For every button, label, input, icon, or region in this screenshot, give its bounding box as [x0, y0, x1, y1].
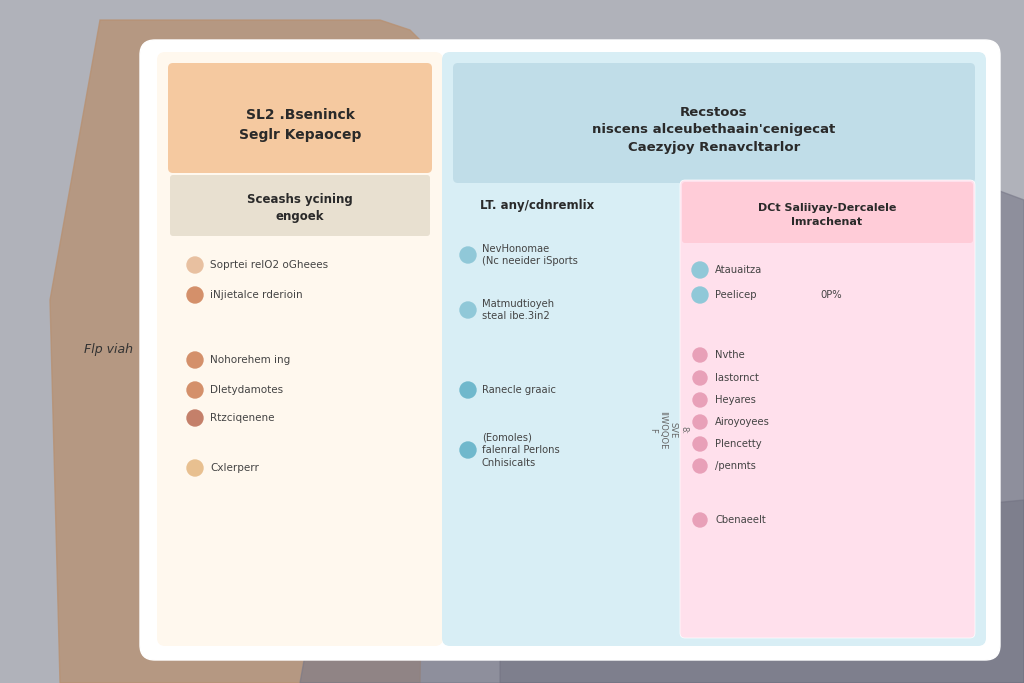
- Circle shape: [460, 302, 476, 318]
- Circle shape: [693, 415, 707, 429]
- Text: Recstoos
niscens alceubethaain'cenigecat
Caezyjoy Renavcltarlor: Recstoos niscens alceubethaain'cenigecat…: [592, 105, 836, 154]
- Circle shape: [692, 287, 708, 303]
- Text: LT. any/cdnremlix: LT. any/cdnremlix: [480, 199, 594, 212]
- Circle shape: [187, 352, 203, 368]
- Circle shape: [460, 382, 476, 398]
- Circle shape: [187, 460, 203, 476]
- Text: iNjietalce rderioin: iNjietalce rderioin: [210, 290, 303, 300]
- Circle shape: [187, 257, 203, 273]
- Text: DCt Saliiyay-Dercalele
Imrachenat: DCt Saliiyay-Dercalele Imrachenat: [758, 204, 896, 227]
- Text: Heyares: Heyares: [715, 395, 756, 405]
- Text: Nvthe: Nvthe: [715, 350, 744, 360]
- Polygon shape: [500, 500, 1024, 683]
- Circle shape: [693, 393, 707, 407]
- Polygon shape: [300, 80, 1024, 683]
- Text: Atauaitza: Atauaitza: [715, 265, 762, 275]
- Circle shape: [692, 262, 708, 278]
- Circle shape: [187, 410, 203, 426]
- Polygon shape: [50, 20, 430, 683]
- Text: Nohorehem ing: Nohorehem ing: [210, 355, 290, 365]
- FancyBboxPatch shape: [453, 63, 975, 183]
- Text: Rtzciqenene: Rtzciqenene: [210, 413, 274, 423]
- Circle shape: [187, 287, 203, 303]
- Text: 0P%: 0P%: [820, 290, 842, 300]
- Text: (Eomoles)
falenral Perlons
Cnhisicalts: (Eomoles) falenral Perlons Cnhisicalts: [482, 432, 560, 468]
- Text: Cbenaeelt: Cbenaeelt: [715, 515, 766, 525]
- FancyBboxPatch shape: [170, 175, 430, 236]
- Text: Matmudtioyeh
steal ibe.3in2: Matmudtioyeh steal ibe.3in2: [482, 298, 554, 322]
- Text: Peelicep: Peelicep: [715, 290, 757, 300]
- Text: Dletydamotes: Dletydamotes: [210, 385, 283, 395]
- FancyBboxPatch shape: [157, 52, 443, 646]
- Text: Cxlerperr: Cxlerperr: [210, 463, 259, 473]
- Circle shape: [693, 459, 707, 473]
- FancyBboxPatch shape: [680, 180, 975, 638]
- Circle shape: [187, 382, 203, 398]
- Circle shape: [693, 513, 707, 527]
- FancyBboxPatch shape: [168, 63, 432, 173]
- Circle shape: [460, 442, 476, 458]
- Circle shape: [693, 371, 707, 385]
- FancyBboxPatch shape: [140, 40, 1000, 660]
- Text: Flp viah: Flp viah: [84, 344, 132, 357]
- Circle shape: [693, 437, 707, 451]
- FancyBboxPatch shape: [682, 182, 973, 243]
- Text: Plencetty: Plencetty: [715, 439, 762, 449]
- Text: Ranecle graaic: Ranecle graaic: [482, 385, 556, 395]
- Circle shape: [693, 348, 707, 362]
- Text: 8:
SVE
IIWOQOE
F: 8: SVE IIWOQOE F: [648, 410, 688, 449]
- Text: /penmts: /penmts: [715, 461, 756, 471]
- Text: lastornct: lastornct: [715, 373, 759, 383]
- FancyBboxPatch shape: [442, 52, 986, 646]
- Text: Soprtei relO2 oGheees: Soprtei relO2 oGheees: [210, 260, 328, 270]
- Text: Airoyoyees: Airoyoyees: [715, 417, 770, 427]
- Circle shape: [460, 247, 476, 263]
- Text: SL2 .Bseninck
Seglr Kepaocep: SL2 .Bseninck Seglr Kepaocep: [239, 108, 361, 142]
- Text: NevHonomae
(Nc neeider iSports: NevHonomae (Nc neeider iSports: [482, 244, 578, 266]
- Text: Sceashs ycining
engoek: Sceashs ycining engoek: [247, 193, 353, 223]
